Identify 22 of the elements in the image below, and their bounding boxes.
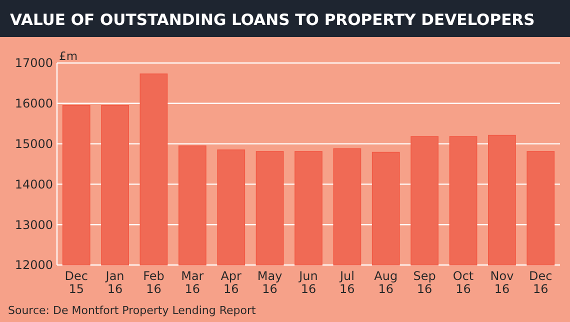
x-tick-label: Aug 16 <box>374 269 398 296</box>
y-tick-label: 15000 <box>14 137 53 151</box>
x-tick-label: Jun 16 <box>298 269 318 296</box>
y-tick-label: 17000 <box>14 56 53 70</box>
x-tick-label: Feb 16 <box>143 269 164 296</box>
x-tick-label: Oct 16 <box>452 269 474 296</box>
x-tick-label: Jan 16 <box>104 269 124 296</box>
y-tick-label: 16000 <box>14 96 53 111</box>
x-tick-label: Apr 16 <box>220 269 242 296</box>
y-tick-label: 12000 <box>14 258 53 272</box>
x-tick-label: Nov 16 <box>490 269 514 296</box>
x-tick-label: Mar 16 <box>181 269 204 296</box>
x-tick-label: May 16 <box>257 269 282 296</box>
y-tick-label: 14000 <box>14 177 53 192</box>
x-tick-label: Jul 16 <box>338 269 355 296</box>
x-tick-label: Dec 15 <box>64 269 88 296</box>
x-tick-label: Dec 16 <box>529 269 552 296</box>
y-tick-label: 13000 <box>14 218 53 232</box>
x-tick-label: Sep 16 <box>413 269 436 296</box>
source-note: Source: De Montfort Property Lending Report <box>8 304 257 317</box>
y-axis-title: £m <box>59 49 78 63</box>
chart-title: VALUE OF OUTSTANDING LOANS TO PROPERTY DEVELOPERS <box>10 11 535 29</box>
